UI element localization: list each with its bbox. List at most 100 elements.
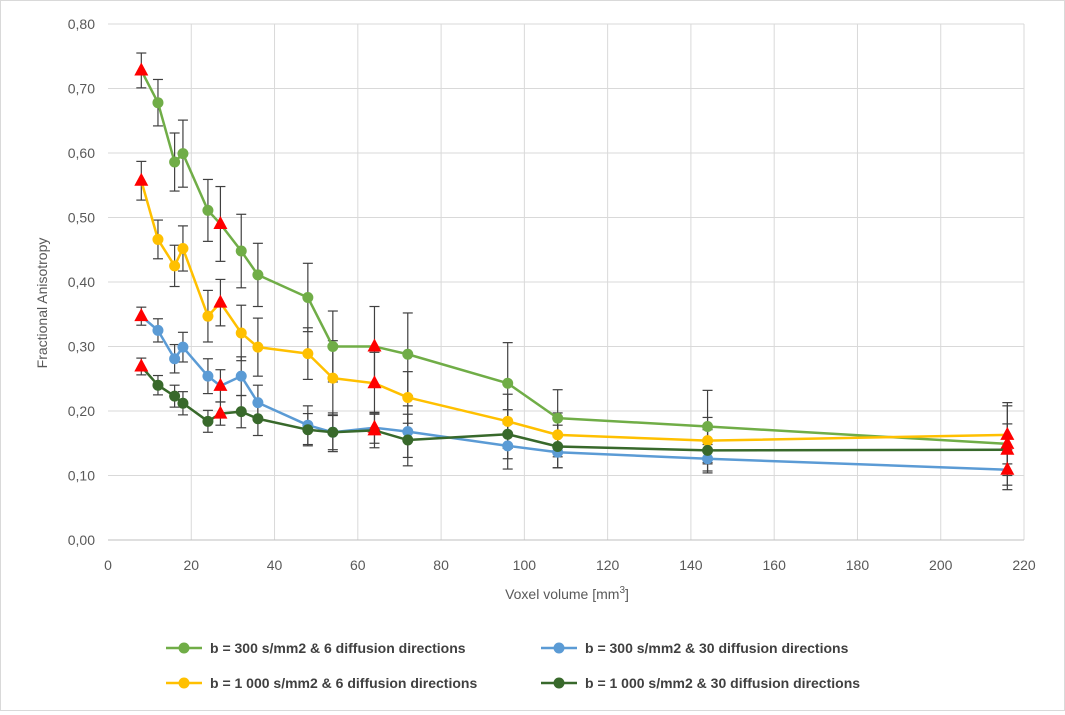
data-point-triangle [213,294,228,308]
data-point [235,406,247,418]
x-tick-label: 80 [433,557,449,573]
data-point [202,310,214,322]
data-point [169,353,181,365]
data-point [402,348,414,360]
data-point [235,327,247,339]
y-axis-title: Fractional Anisotropy [34,238,50,369]
data-point [552,412,564,424]
series-3 [134,172,1015,447]
series-line [140,315,1008,471]
data-point [327,341,339,352]
data-point [235,245,247,257]
data-point [252,397,264,409]
data-point [502,377,514,389]
data-point-triangle [134,308,149,322]
legend-label: b = 1 000 s/mm2 & 6 diffusion directions [210,675,477,691]
y-tick-label: 0,10 [68,468,95,484]
data-point [402,391,414,403]
data-point [169,156,181,168]
y-axis: 0,00 0,10 0,20 0,30 0,40 0,50 0,60 0,70 0,80 [68,16,95,548]
data-point-triangle [1000,441,1015,455]
data-point-triangle [213,405,228,419]
data-point [202,415,214,427]
y-tick-label: 0,40 [68,274,95,290]
data-point [552,440,564,452]
data-point-triangle [367,375,382,389]
data-point [702,444,714,456]
legend-marker [553,642,565,654]
legend: b = 300 s/mm2 & 6 diffusion directions b … [166,640,860,691]
x-tick-label: 160 [763,557,787,573]
data-point [702,453,714,465]
data-point [177,148,189,160]
data-point-triangle [134,172,149,186]
data-point [252,341,264,353]
x-tick-label: 60 [350,557,366,573]
data-point [302,348,314,360]
legend-marker [178,642,190,654]
data-point [552,429,564,441]
legend-label: b = 1 000 s/mm2 & 30 diffusion direction… [585,675,860,691]
x-axis-title: Voxel volume [mm3] [505,585,629,602]
y-tick-label: 0,80 [68,16,95,32]
data-point [327,426,339,438]
data-point [177,341,189,353]
data-point-triangle [1000,461,1015,475]
data-point [702,435,714,447]
data-point [502,428,514,440]
x-axis-title-end: ] [625,586,629,602]
data-point [302,424,314,436]
legend-entry: b = 300 s/mm2 & 6 diffusion directions [166,640,466,656]
data-point [402,434,414,446]
data-point [152,324,164,336]
data-point-triangle [134,62,149,76]
data-point [202,204,214,216]
data-point [402,426,414,438]
data-point-triangle [1000,426,1015,440]
series-group [134,52,1015,491]
data-point [202,370,214,382]
x-tick-label: 0 [104,557,112,573]
error-bars [136,306,1013,491]
legend-entry: b = 1 000 s/mm2 & 30 diffusion direction… [541,675,860,691]
legend-label: b = 300 s/mm2 & 30 diffusion directions [585,640,849,656]
data-point [327,372,339,384]
series-1 [134,62,1015,449]
series-line [140,69,1008,446]
data-point [152,379,164,391]
data-point [502,440,514,452]
data-point [302,291,314,303]
data-point [502,415,514,427]
data-point [702,420,714,432]
data-point-triangle [213,377,228,391]
x-axis-title-main: Voxel volume [mm [505,586,619,602]
data-point-triangle [213,215,228,229]
data-point-triangle [367,338,382,352]
legend-entry: b = 300 s/mm2 & 30 diffusion directions [541,640,849,656]
data-point [152,233,164,245]
y-tick-label: 0,60 [68,145,95,161]
x-axis-title-superscript: 3 [619,585,625,596]
data-point [177,242,189,254]
y-tick-label: 0,70 [68,81,95,97]
x-tick-label: 220 [1012,557,1036,573]
y-tick-label: 0,50 [68,210,95,226]
legend-marker [553,677,565,689]
legend-entry: b = 1 000 s/mm2 & 6 diffusion directions [166,675,477,691]
data-point [169,390,181,402]
y-tick-label: 0,30 [68,339,95,355]
x-tick-label: 180 [846,557,870,573]
x-axis: 0 20 40 60 80 100 120 140 160 180 200 220 [104,539,1036,573]
y-tick-label: 0,20 [68,403,95,419]
y-tick-label: 0,00 [68,532,95,548]
x-tick-label: 20 [183,557,199,573]
data-point [235,370,247,382]
x-tick-label: 100 [513,557,537,573]
data-point [169,260,181,272]
error-bars [136,357,1013,477]
x-tick-label: 120 [596,557,620,573]
data-point-triangle [367,422,382,436]
series-4 [134,358,1015,456]
